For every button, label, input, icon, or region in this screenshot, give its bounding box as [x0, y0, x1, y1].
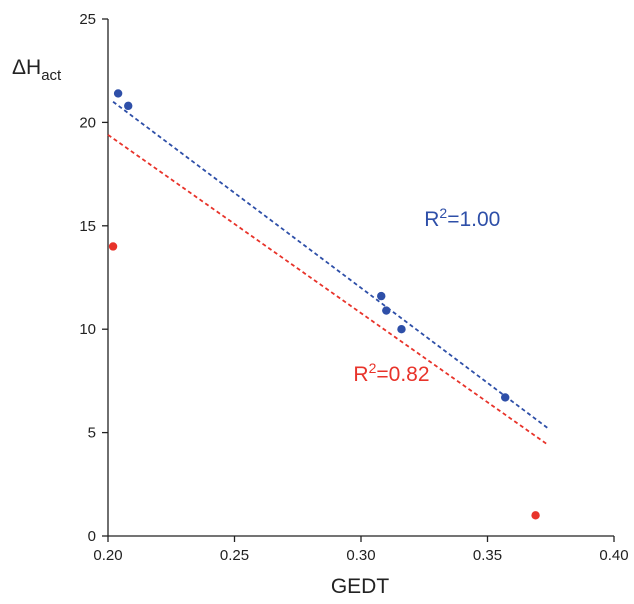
x-tick-label: 0.35: [473, 547, 502, 564]
y-axis-label-subscript: act: [41, 67, 62, 84]
y-tick-label: 15: [79, 218, 96, 235]
r2-label-text: R: [353, 363, 368, 386]
y-axis-ticks: 0 5 10 15 20 25: [79, 11, 108, 545]
x-tick-label: 0.20: [93, 547, 122, 564]
data-point-1: [377, 291, 386, 301]
y-tick-label: 0: [88, 528, 96, 545]
y-axis-label-main: ΔH: [12, 56, 41, 79]
x-tick-label: 0.40: [599, 547, 628, 564]
y-tick-label: 5: [88, 425, 96, 442]
x-tick-label: 0.25: [220, 547, 249, 564]
r2-label-superscript: 2: [439, 205, 447, 221]
x-axis-ticks: 0.20 0.25 0.30 0.35 0.40: [93, 536, 629, 564]
fit-line-2: [107, 134, 549, 446]
x-tick-label: 0.30: [346, 547, 375, 564]
r2-label-1: R2=1.00: [424, 205, 500, 231]
data-point-2: [108, 242, 118, 251]
r2-label-value: =0.82: [376, 363, 429, 386]
data-point-2: [531, 511, 540, 520]
data-points: [108, 89, 540, 520]
data-point-1: [397, 325, 406, 334]
y-axis-label: ΔHact: [12, 56, 62, 84]
r2-label-text: R: [424, 208, 439, 231]
data-point-1: [382, 306, 391, 315]
r2-label-superscript: 2: [369, 360, 377, 376]
data-point-1: [501, 393, 510, 402]
r2-label-value: =1.00: [447, 208, 500, 231]
fit-lines: [107, 101, 549, 446]
x-axis-label: GEDT: [331, 575, 390, 598]
y-tick-label: 20: [79, 114, 96, 131]
data-point-1: [113, 89, 123, 98]
r2-label-2: R2=0.82: [353, 360, 429, 386]
y-tick-label: 10: [79, 321, 96, 338]
fit-line-1: [112, 101, 549, 430]
y-tick-label: 25: [79, 11, 96, 28]
data-point-1: [124, 101, 133, 111]
